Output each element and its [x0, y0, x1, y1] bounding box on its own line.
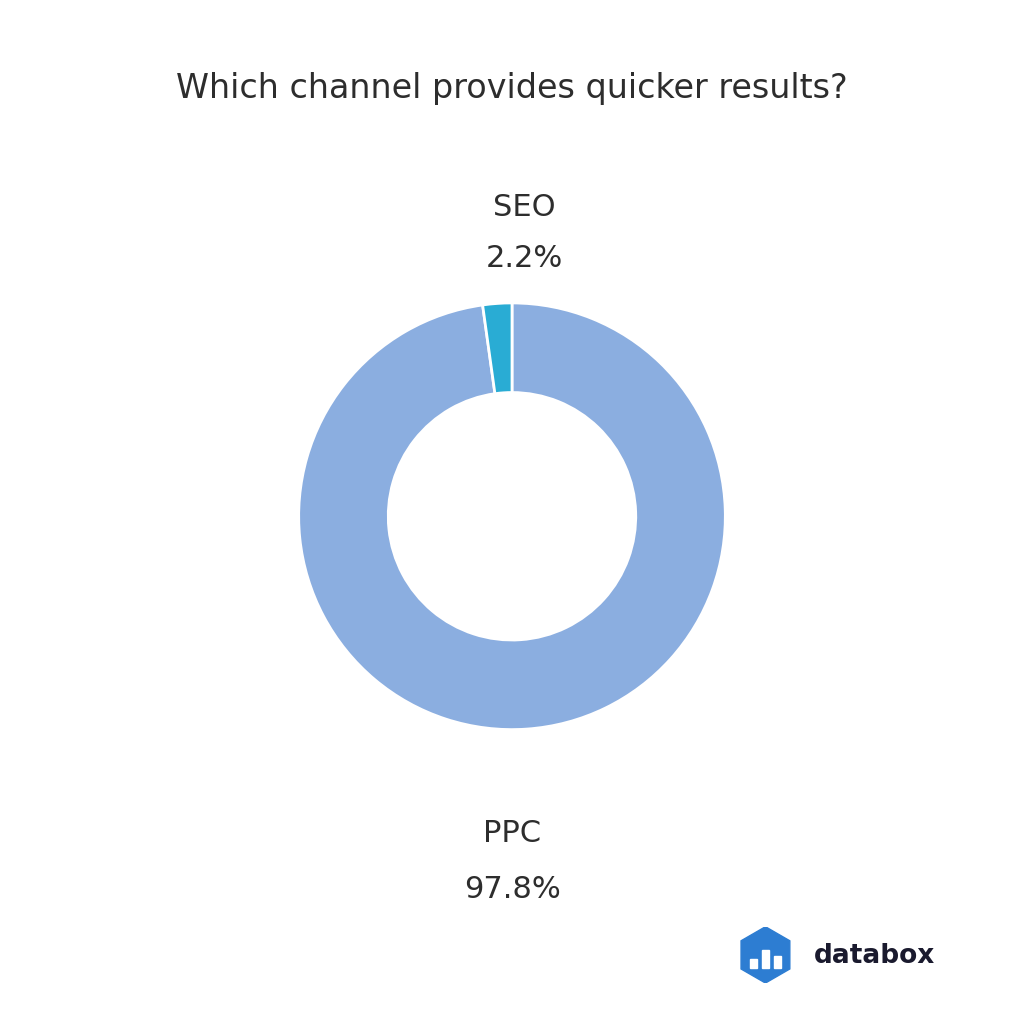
- Text: Which channel provides quicker results?: Which channel provides quicker results?: [176, 72, 848, 104]
- Bar: [773, 955, 781, 969]
- Bar: [750, 958, 758, 969]
- Wedge shape: [482, 303, 512, 393]
- Bar: [762, 950, 769, 969]
- Wedge shape: [299, 303, 725, 729]
- Text: 2.2%: 2.2%: [486, 244, 563, 273]
- Text: SEO: SEO: [494, 193, 556, 222]
- Text: databox: databox: [814, 943, 935, 970]
- Text: 97.8%: 97.8%: [464, 874, 560, 903]
- Polygon shape: [741, 927, 790, 983]
- Text: PPC: PPC: [483, 819, 541, 848]
